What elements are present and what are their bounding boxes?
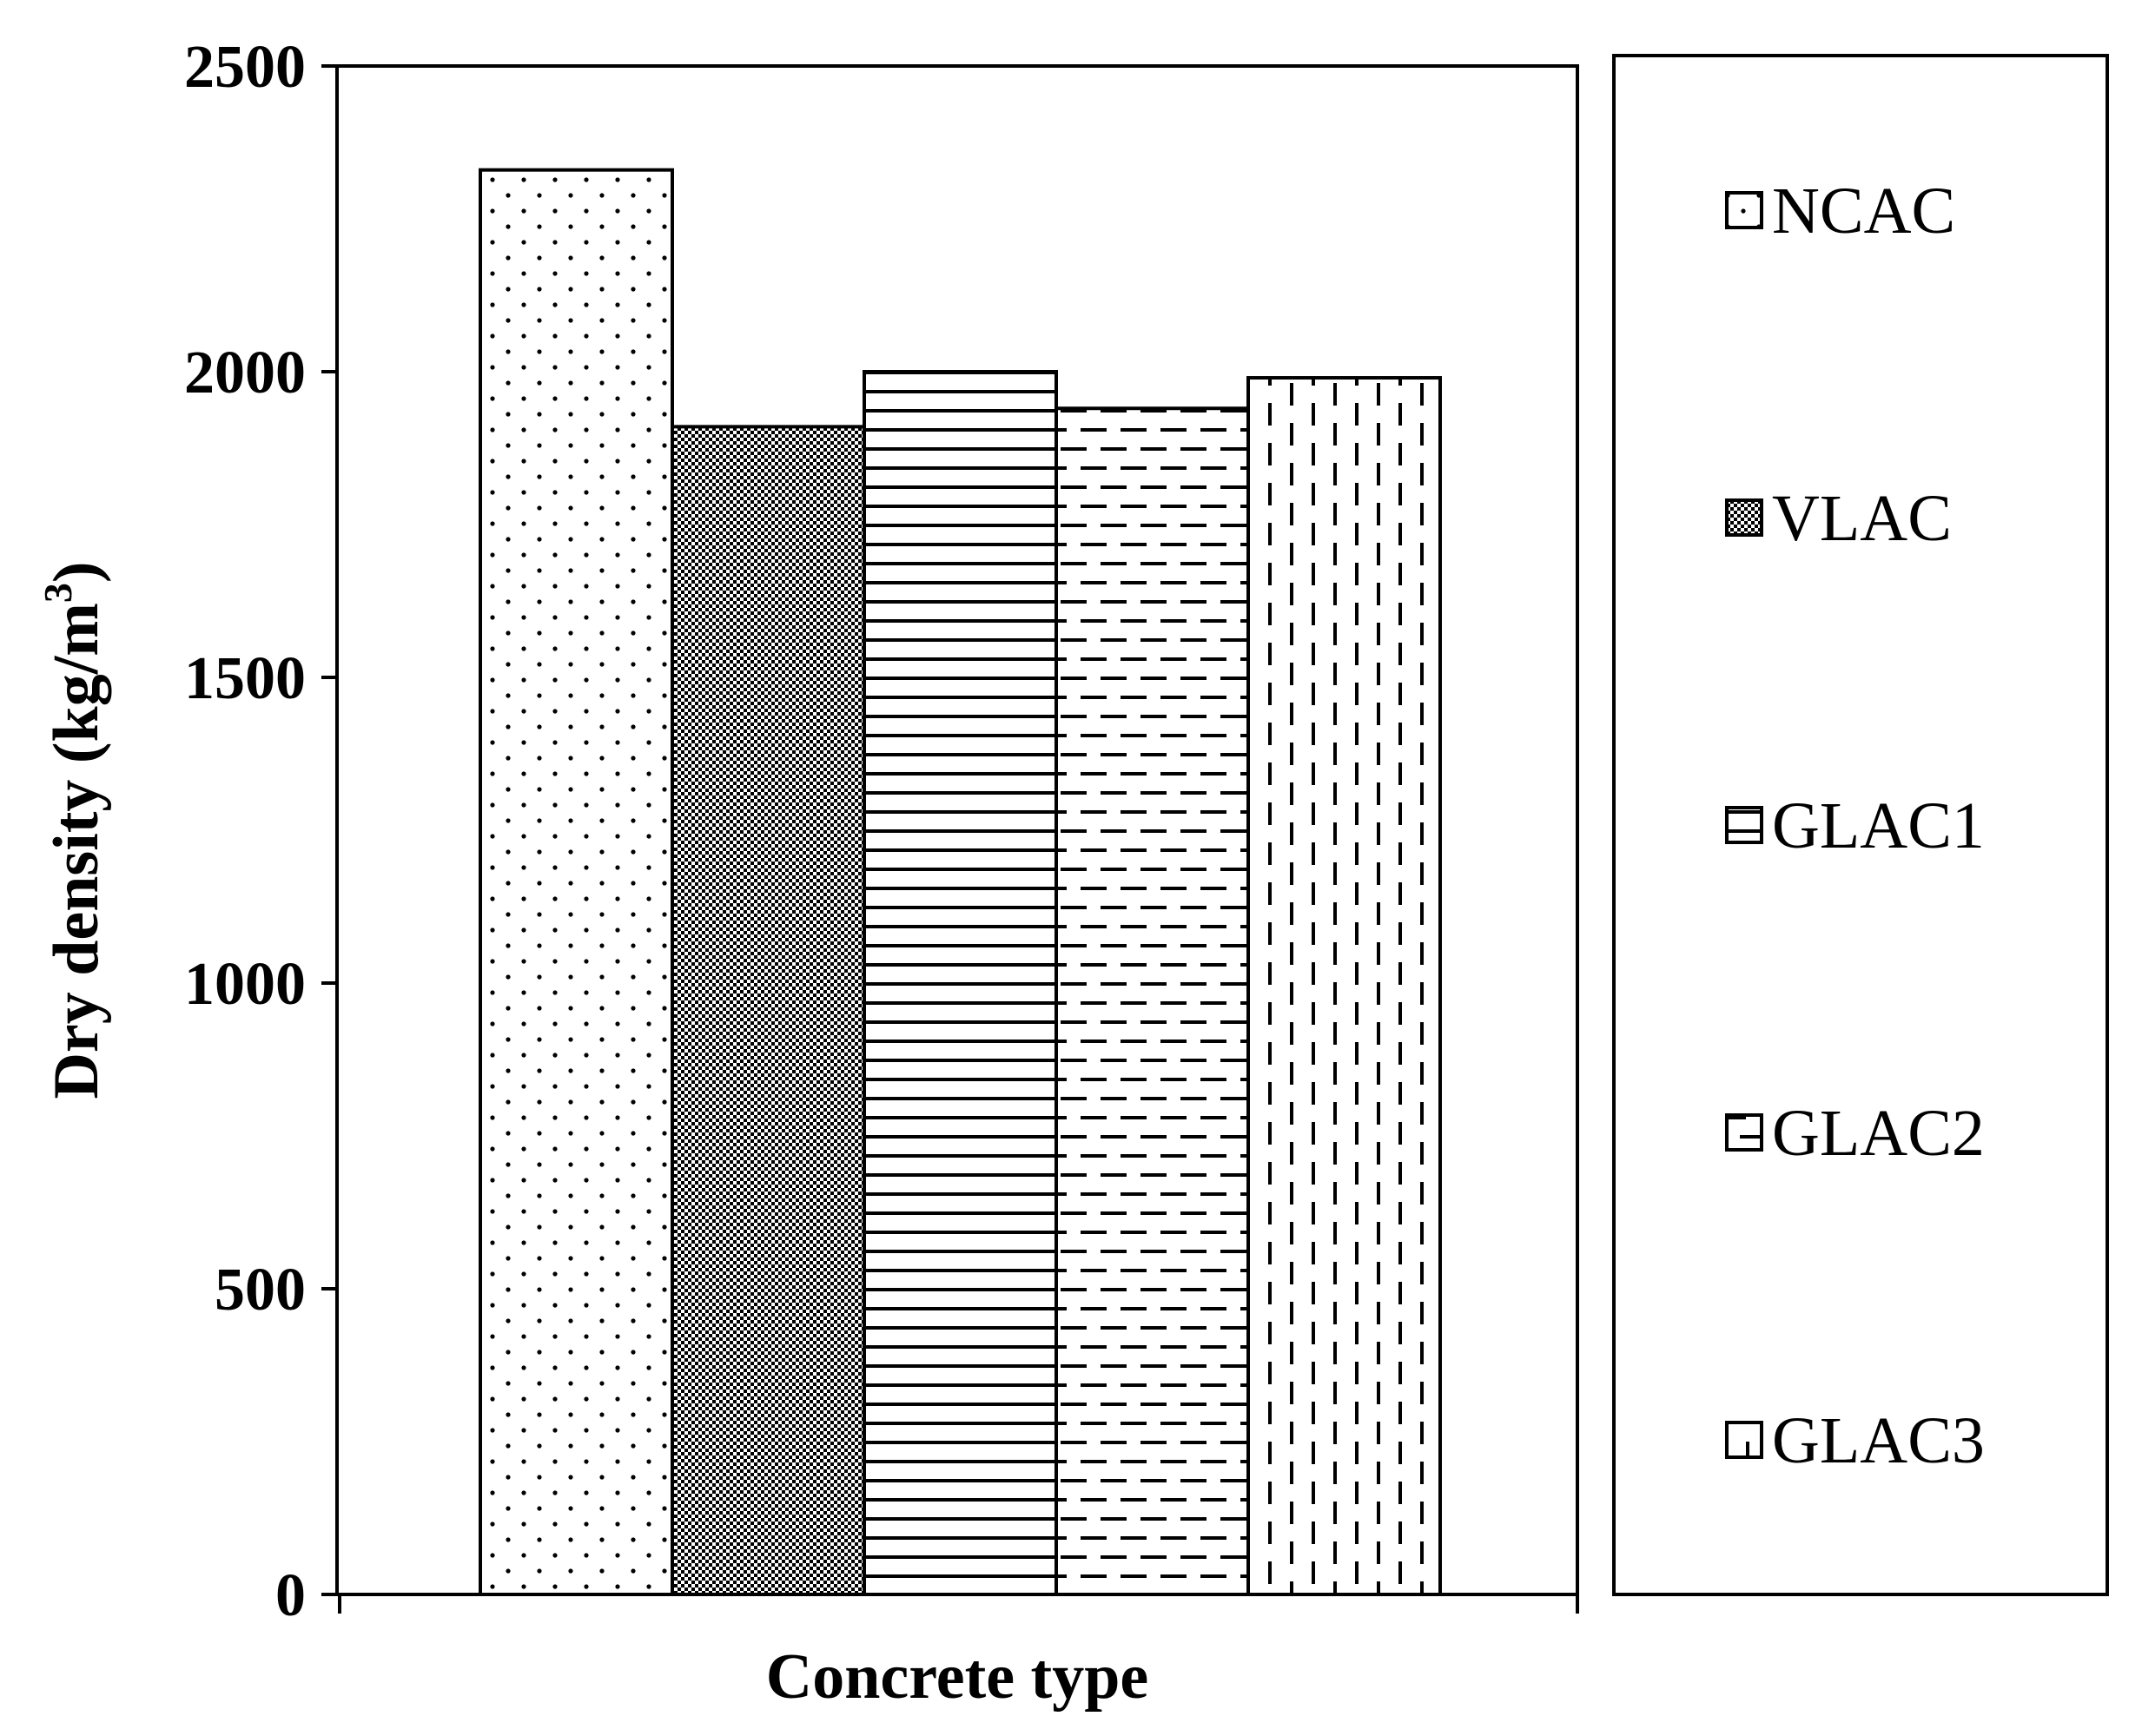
- bars-group: [479, 168, 1442, 1596]
- bar-glac2: [1054, 406, 1250, 1596]
- legend-label-glac3: GLAC3: [1772, 1404, 1985, 1477]
- legend-swatch-ncac: [1725, 191, 1763, 229]
- legend-swatch-glac1: [1725, 806, 1763, 844]
- legend-swatch-glac2: [1725, 1113, 1763, 1152]
- legend-label-vlac: VLAC: [1772, 482, 1952, 555]
- bar-ncac: [479, 168, 674, 1596]
- y-tick-label: 500: [215, 1257, 306, 1323]
- y-tick-label: 1500: [184, 645, 306, 712]
- y-axis-label-main: Dry density (kg/m: [41, 603, 112, 1099]
- legend-label-glac2: GLAC2: [1772, 1097, 1985, 1170]
- legend-label-glac1: GLAC1: [1772, 789, 1985, 862]
- x-axis-label: Concrete type: [766, 1641, 1148, 1713]
- bar-glac1: [863, 370, 1058, 1596]
- legend-swatch-vlac: [1725, 498, 1763, 537]
- y-tick-label: 1000: [184, 951, 306, 1018]
- bar-vlac: [671, 425, 866, 1596]
- y-tick-label: 0: [275, 1562, 306, 1629]
- y-axis-ticks: 0 500 1000 1500 2000 2500: [184, 34, 337, 1629]
- legend-box: [1612, 54, 2109, 1596]
- y-tick-label: 2500: [184, 34, 306, 101]
- legend: NCAC VLAC GLAC1 GLAC2 GLAC3: [1725, 175, 1985, 1477]
- legend-swatch-glac3: [1725, 1421, 1763, 1459]
- y-axis-label: Dry density (kg/m3): [36, 561, 112, 1099]
- y-axis-label-superscript: 3: [36, 583, 80, 603]
- y-tick-label: 2000: [184, 340, 306, 406]
- legend-label-ncac: NCAC: [1772, 175, 1955, 248]
- y-axis-label-close: ): [41, 561, 112, 583]
- bar-glac3: [1246, 376, 1442, 1596]
